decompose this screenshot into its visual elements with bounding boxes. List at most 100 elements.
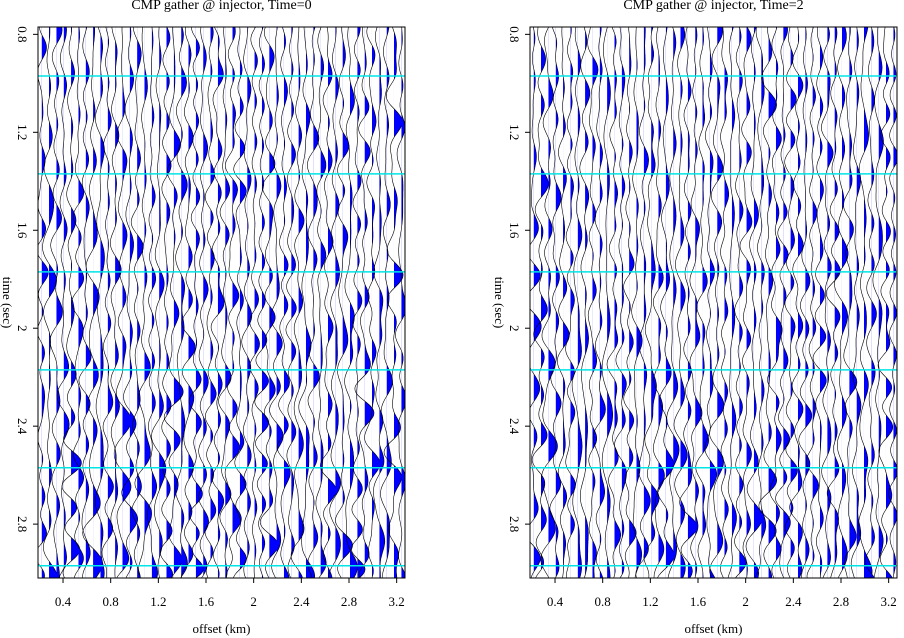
trace-fill (313, 27, 320, 578)
trace-fill (878, 49, 884, 560)
y-tick-label: 2.4 (507, 418, 522, 435)
trace (298, 27, 316, 578)
trace (351, 27, 366, 578)
trace-fill (276, 27, 284, 578)
trace (113, 27, 132, 578)
trace-fill (614, 27, 621, 578)
trace-fill (349, 53, 358, 578)
trace (606, 27, 621, 578)
trace-fill (812, 27, 819, 563)
trace (134, 27, 152, 578)
x-tick-label: 1.6 (690, 594, 707, 609)
frame (37, 26, 406, 579)
y-tick-label: 0.8 (15, 26, 30, 42)
trace (666, 27, 680, 578)
y-tick-label: 1.6 (15, 222, 30, 239)
y-tick-label: 2.8 (15, 516, 30, 532)
trace-fill (232, 27, 242, 578)
x-tick-label: 1.6 (198, 594, 215, 609)
y-tick-label: 1.6 (507, 222, 522, 239)
trace (42, 27, 58, 578)
trace-fill (173, 27, 184, 578)
trace (689, 27, 703, 578)
trace-fill (541, 45, 549, 570)
trace-fill (753, 27, 763, 578)
trace (49, 27, 63, 578)
trace-fill (768, 27, 777, 578)
trace (720, 27, 729, 578)
trace (290, 27, 305, 578)
trace-fill (335, 27, 341, 578)
trace-fill (827, 27, 834, 570)
trace-fill (320, 27, 327, 578)
trace (78, 27, 92, 578)
trace (121, 27, 139, 578)
y-tick-label: 2 (507, 325, 522, 332)
trace (709, 27, 725, 578)
trace-fill (819, 27, 827, 578)
trace (673, 27, 688, 578)
trace (806, 27, 819, 578)
trace-fill (717, 27, 724, 578)
trace (601, 27, 613, 578)
trace (727, 27, 737, 578)
panel: 0.4 0.8 1.2 1.6 2 2.4 2.8 3.2 0.8 1.2 1.6 2 2.4 2.8 CM… (492, 0, 898, 636)
trace (798, 27, 813, 578)
trace-fill (49, 27, 58, 578)
trace (306, 27, 320, 578)
trace-fill (695, 27, 702, 577)
trace (160, 27, 174, 578)
trace (872, 27, 884, 578)
y-tick-label: 2.4 (15, 418, 30, 435)
trace (635, 27, 651, 578)
trace-fill (291, 27, 297, 557)
x-tick-label: 2.4 (293, 594, 310, 609)
trace (571, 27, 583, 578)
trace (657, 27, 675, 578)
trace-fill (783, 27, 791, 578)
trace-fill (371, 45, 381, 578)
trace (858, 27, 873, 578)
trace (269, 27, 284, 578)
trace (877, 27, 893, 578)
trace (130, 27, 144, 578)
trace (259, 27, 279, 578)
y-axis-label: time (sec) (492, 277, 507, 329)
trace-fill (746, 27, 752, 578)
trace-fill (592, 55, 598, 578)
trace (812, 27, 827, 578)
trace-fill (305, 48, 315, 578)
x-tick-label: 1.2 (642, 594, 658, 609)
trace-fill (78, 27, 84, 570)
trace (254, 27, 270, 578)
trace-fill (401, 27, 405, 578)
trace (276, 27, 291, 578)
trace-fill (533, 27, 542, 578)
trace-fill (188, 42, 196, 564)
y-tick-label: 1.2 (507, 124, 522, 140)
x-tick-label: 2.8 (341, 594, 357, 609)
trace-fill (893, 27, 897, 577)
x-tick-label: 3.2 (389, 594, 405, 609)
trace-fill (761, 50, 766, 541)
trace (826, 27, 841, 578)
trace (241, 27, 253, 578)
trace (181, 27, 196, 578)
trace (38, 27, 49, 578)
trace-fill (195, 27, 204, 578)
y-tick-label: 0.8 (507, 26, 522, 42)
y-tick-label: 2 (15, 325, 30, 332)
trace (188, 27, 204, 578)
trace (631, 27, 643, 578)
trace-fill (585, 27, 590, 578)
trace-fill (643, 27, 651, 560)
trace-fill (129, 27, 138, 578)
trace-fill (166, 27, 173, 578)
trace-fill (863, 27, 873, 578)
trace (540, 27, 558, 578)
trace (679, 27, 698, 578)
trace (204, 27, 217, 578)
trace-fill (269, 27, 279, 578)
trace (587, 27, 599, 578)
trace (695, 27, 709, 578)
